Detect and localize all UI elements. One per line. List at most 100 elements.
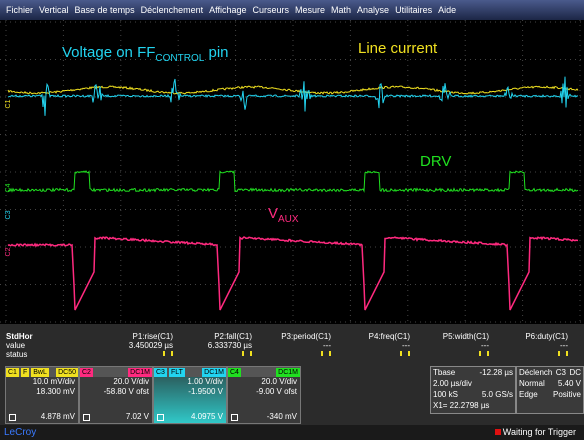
param-name: P4:freq(C1) <box>368 332 410 341</box>
param-name: P2:fall(C1) <box>214 332 252 341</box>
timebase-field: X1= 22.2798 µs <box>433 401 490 410</box>
trigger-field: Positive <box>552 390 581 399</box>
channel-id: C4 <box>228 367 241 377</box>
volts-per-div: 20.0 V/div <box>113 377 149 386</box>
annotation: Voltage on FFCONTROL pin <box>62 44 229 64</box>
channel-tag: BwL <box>31 367 49 377</box>
status-icon <box>242 351 252 356</box>
menu-item[interactable]: Aide <box>438 5 457 15</box>
timebase-row: 100 kS 5.0 GS/s <box>431 389 515 400</box>
trigger-field: C3 <box>555 368 567 377</box>
channel-marker: C2 <box>5 247 12 256</box>
trigger-row: Edge Positive <box>517 389 583 400</box>
channel-box[interactable]: C1 F BwL DC50 10.0 mV/div 18.300 mV 4.878 mV <box>5 366 79 424</box>
reading: 4.0975 V <box>190 412 223 421</box>
channel-tag: FLT <box>168 367 185 377</box>
status-bar: LeCroy Waiting for Trigger <box>0 425 584 440</box>
row-label: StdHor <box>6 332 33 341</box>
channel-header: C1 F BwL DC50 <box>6 367 78 377</box>
channel-marker: C1 <box>5 99 12 108</box>
annotation: DRV <box>420 153 452 170</box>
channel-box[interactable]: C2 DC1M 20.0 V/div -58.80 V ofst 7.02 V <box>79 366 153 424</box>
channel-id: C1 <box>6 367 19 377</box>
trigger-row: Normal 5.40 V <box>517 378 583 389</box>
channel-id: C3 <box>154 367 167 377</box>
menu-item[interactable]: Analyse <box>357 5 390 15</box>
timebase-field: Tbase <box>433 368 456 377</box>
stat-icon <box>231 414 238 421</box>
traces <box>7 76 579 311</box>
timebase-row: X1= 22.2798 µs <box>431 400 515 411</box>
stat-icon <box>83 414 90 421</box>
status-icon <box>163 351 173 356</box>
menu-item[interactable]: Affichage <box>209 5 247 15</box>
timebase-field: 5.0 GS/s <box>481 390 513 399</box>
menu-item[interactable]: Vertical <box>39 5 69 15</box>
row-label: value <box>6 341 26 350</box>
annotation: VAUX <box>268 205 299 225</box>
state-text: Waiting for Trigger <box>502 427 576 437</box>
channel-marker: C4 <box>5 183 12 192</box>
channel-box[interactable]: C4 DC1M 20.0 V/div -9.00 V ofst -340 mV <box>227 366 301 424</box>
param-value: 6.333730 µs <box>207 341 252 350</box>
waveform-screen: C1 C4 C3 C2 <box>0 20 584 324</box>
volts-per-div: 10.0 mV/div <box>32 377 75 386</box>
trace <box>7 85 579 95</box>
trigger-field: 5.40 V <box>557 379 581 388</box>
volts-per-div: 1.00 V/div <box>187 377 223 386</box>
offset: 18.300 mV <box>36 387 75 396</box>
trace <box>7 76 579 116</box>
status-icon <box>400 351 410 356</box>
reading: -340 mV <box>266 412 297 421</box>
trigger-field: DC <box>569 368 581 377</box>
param-value: --- <box>560 341 568 350</box>
param-name: P3:period(C1) <box>281 332 331 341</box>
row-label: status <box>6 350 28 359</box>
trigger-box[interactable]: Déclench C3 DC Normal 5.40 V Edge Positive <box>516 366 584 414</box>
grid <box>0 20 584 324</box>
offset: -1.9500 V <box>188 387 223 396</box>
acquisition-state: Waiting for Trigger <box>494 427 576 437</box>
trigger-row: Déclench C3 DC <box>517 367 583 378</box>
menu-item[interactable]: Mesure <box>295 5 326 15</box>
channel-tag: DC1M <box>202 367 226 377</box>
timebase-row: Tbase -12.28 µs <box>431 367 515 378</box>
param-name: P6:duty(C1) <box>525 332 568 341</box>
timebase-field: -12.28 µs <box>479 368 513 377</box>
timebase-field: 100 kS <box>433 390 458 399</box>
channel-box[interactable]: C3 FLT DC1M 1.00 V/div -1.9500 V 4.0975 V <box>153 366 227 424</box>
offset: -58.80 V ofst <box>103 387 149 396</box>
channel-header: C3 FLT DC1M <box>154 367 226 377</box>
trigger-field: Normal <box>519 379 545 388</box>
stat-icon <box>9 414 16 421</box>
status-icon <box>479 351 489 356</box>
param-value: --- <box>323 341 331 350</box>
menu-item[interactable]: Utilitaires <box>395 5 433 15</box>
trigger-field: Déclench <box>519 368 553 377</box>
reading: 4.878 mV <box>40 412 75 421</box>
channel-header: C4 DC1M <box>228 367 300 377</box>
measurement-panel: StdHor value status P1:rise(C1) 3.450029 µs P… <box>0 324 584 425</box>
menu-item[interactable]: Math <box>331 5 352 15</box>
timebase-field: 2.00 µs/div <box>433 379 472 388</box>
menu-item[interactable]: Curseurs <box>252 5 290 15</box>
param-name: P1:rise(C1) <box>132 332 173 341</box>
trace <box>7 169 579 193</box>
menu-item[interactable]: Base de temps <box>74 5 135 15</box>
status-icon <box>321 351 331 356</box>
menu-item[interactable]: Déclenchement <box>140 5 204 15</box>
channel-tag: DC1M <box>128 367 152 377</box>
brand: LeCroy <box>4 427 37 438</box>
trigger-field: Edge <box>519 390 538 399</box>
param-value: --- <box>402 341 410 350</box>
param-name: P5:width(C1) <box>442 332 489 341</box>
param-value: --- <box>481 341 489 350</box>
timebase-row: 2.00 µs/div <box>431 378 515 389</box>
channel-marker: C3 <box>5 210 12 219</box>
channel-tag: F <box>20 367 30 377</box>
menu-item[interactable]: Fichier <box>6 5 34 15</box>
channel-tag: DC50 <box>56 367 78 377</box>
timebase-box[interactable]: Tbase -12.28 µs 2.00 µs/div 100 kS 5.0 GS/s X… <box>430 366 516 414</box>
menu-bar: Fichier Vertical Base de temps Déclenchemen… <box>0 0 584 20</box>
